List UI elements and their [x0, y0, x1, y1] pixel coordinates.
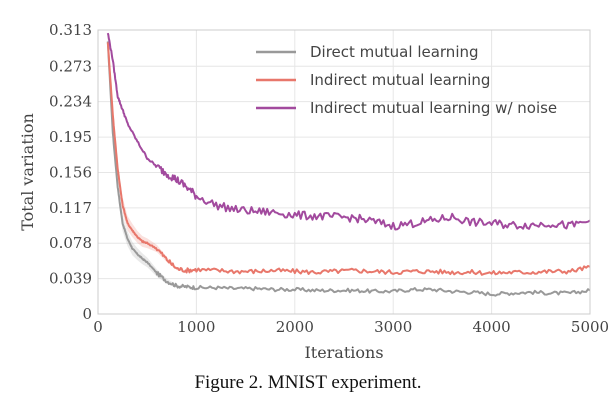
series-line — [106, 41, 590, 297]
y-tick-label: 0.273 — [49, 57, 92, 75]
x-tick-label: 3000 — [374, 318, 412, 336]
series-line — [106, 42, 590, 276]
grid — [97, 29, 591, 315]
y-tick-label: 0.313 — [49, 21, 92, 39]
y-tick-label: 0.234 — [49, 93, 92, 111]
x-tick-label: 2000 — [276, 318, 314, 336]
x-axis-label: Iterations — [304, 343, 383, 362]
chart: 0 1000 2000 3000 4000 5000 0 0.039 0.078 0.117 0.… — [18, 21, 609, 362]
x-tick-label: 4000 — [473, 318, 511, 336]
y-tick-label: 0.117 — [49, 199, 92, 217]
figure-caption: Figure 2. MNIST experiment. — [194, 372, 422, 393]
y-tick-label: 0 — [82, 305, 92, 323]
y-tick-label: 0.156 — [49, 163, 92, 181]
x-tick-labels: 0 1000 2000 3000 4000 5000 — [93, 318, 609, 336]
x-tick-label: 0 — [93, 318, 103, 336]
y-axis-label: Total variation — [18, 113, 37, 231]
x-tick-label: 1000 — [177, 318, 215, 336]
x-tick-label: 5000 — [571, 318, 609, 336]
legend-label: Direct mutual learning — [310, 43, 479, 61]
legend-label: Indirect mutual learning — [310, 71, 490, 89]
y-tick-label: 0.195 — [49, 128, 92, 146]
legend: Direct mutual learning Indirect mutual le… — [256, 43, 557, 117]
y-tick-label: 0.078 — [49, 234, 92, 252]
y-tick-labels: 0 0.039 0.078 0.117 0.156 0.195 0.234 0.273 0.31… — [49, 21, 92, 323]
y-tick-label: 0.039 — [49, 270, 92, 288]
series-lines — [106, 32, 590, 297]
series-line — [106, 32, 590, 231]
legend-label: Indirect mutual learning w/ noise — [310, 99, 557, 117]
plot-frame — [97, 29, 591, 315]
